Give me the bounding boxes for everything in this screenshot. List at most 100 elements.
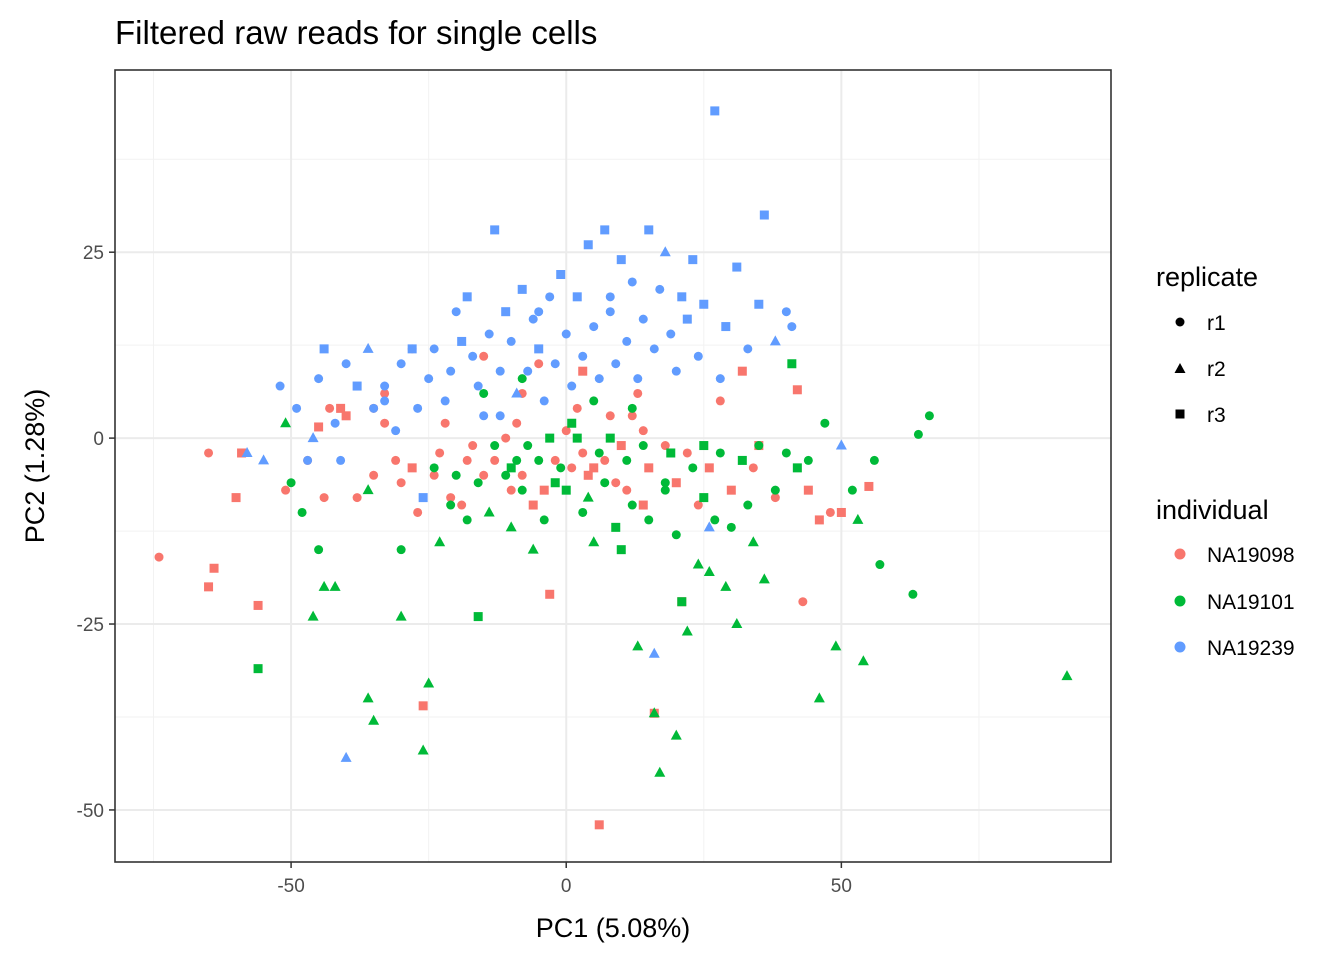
point-na19101-r2 [280, 417, 292, 428]
point-na19101-r1 [875, 560, 885, 570]
point-na19101-r2 [318, 580, 330, 591]
point-na19239-r1 [666, 329, 676, 339]
point-na19098-r3 [237, 448, 247, 458]
point-na19101-r2 [731, 618, 743, 629]
point-na19101-r2 [747, 536, 759, 547]
point-na19239-r1 [380, 396, 390, 406]
plot-border [114, 69, 1112, 863]
point-na19098-r1 [572, 403, 582, 413]
point-na19101-r1 [638, 441, 648, 451]
point-na19239-r1 [627, 277, 637, 287]
point-na19101-r2 [632, 640, 644, 651]
point-na19098-r1 [154, 552, 164, 562]
point-na19239-r1 [528, 314, 538, 324]
point-na19098-r1 [748, 463, 758, 473]
point-na19239-r1 [638, 314, 648, 324]
point-na19239-r2 [648, 647, 660, 658]
point-na19101-r2 [758, 573, 770, 584]
point-na19098-r1 [534, 359, 544, 369]
point-na19239-r1 [341, 359, 351, 369]
point-na19098-r1 [660, 441, 670, 451]
point-na19101-r2 [703, 565, 715, 576]
point-na19098-r1 [281, 485, 291, 495]
point-na19239-r3 [759, 210, 769, 220]
point-na19098-r1 [633, 388, 643, 398]
point-na19098-r1 [517, 470, 527, 480]
point-na19098-r3 [528, 500, 538, 510]
point-na19239-r1 [303, 455, 313, 465]
point-na19101-r1 [820, 418, 830, 428]
y-tick-label: -25 [77, 615, 104, 636]
point-na19239-r1 [451, 307, 461, 317]
point-na19101-r3 [605, 433, 615, 443]
point-na19098-r1 [352, 493, 362, 503]
point-na19101-r3 [506, 463, 516, 473]
point-na19101-r2 [362, 484, 374, 495]
point-na19239-r1 [330, 418, 340, 428]
point-na19098-r3 [864, 481, 874, 491]
point-na19101-r3 [616, 545, 626, 555]
point-na19098-r3 [545, 589, 555, 599]
point-na19098-r1 [391, 455, 401, 465]
point-na19239-r3 [644, 225, 654, 235]
x-tick-label: 50 [831, 876, 852, 897]
point-na19101-r2 [1061, 670, 1073, 681]
point-na19239-r1 [561, 329, 571, 339]
point-na19101-r3 [699, 441, 709, 451]
point-na19101-r1 [803, 455, 813, 465]
point-na19101-r3 [550, 478, 560, 488]
point-na19098-r1 [770, 493, 780, 503]
point-na19101-r1 [297, 507, 307, 517]
point-na19098-r3 [407, 463, 417, 473]
y-tick-label: 0 [93, 429, 104, 450]
point-na19239-r2 [511, 387, 523, 398]
point-na19101-r2 [852, 513, 864, 524]
point-na19239-r3 [677, 292, 687, 302]
point-na19098-r1 [561, 426, 571, 436]
point-na19239-r2 [835, 439, 847, 450]
point-na19101-r1 [627, 403, 637, 413]
point-na19101-r1 [908, 589, 918, 599]
y-tick-label: 25 [83, 243, 104, 264]
legend-individual: individual NA19098 NA19101 NA19239 [1156, 495, 1295, 660]
point-na19239-r1 [539, 396, 549, 406]
point-na19098-r1 [506, 485, 516, 495]
point-na19098-r1 [429, 470, 439, 480]
legend-label-na19098: NA19098 [1207, 544, 1295, 567]
point-na19098-r3 [704, 463, 714, 473]
point-na19098-r3 [792, 385, 802, 395]
legend-key-na19098 [1174, 548, 1186, 560]
point-na19101-r1 [644, 515, 654, 525]
x-axis-title: PC1 (5.08%) [536, 913, 691, 943]
point-na19101-r1 [314, 545, 324, 555]
point-na19101-r3 [572, 433, 582, 443]
point-na19098-r1 [479, 470, 489, 480]
point-na19098-r1 [369, 470, 379, 480]
point-na19098-r3 [671, 478, 681, 488]
point-na19239-r2 [769, 335, 781, 346]
point-na19239-r1 [622, 336, 632, 346]
legend-label-r1: r1 [1207, 312, 1226, 335]
point-na19101-r1 [589, 396, 599, 406]
point-na19239-r3 [688, 255, 698, 265]
chart-title: Filtered raw reads for single cells [115, 14, 597, 51]
point-na19239-r2 [241, 446, 253, 457]
legend-key-na19239 [1174, 641, 1186, 653]
point-na19239-r3 [501, 307, 511, 317]
point-na19098-r1 [319, 493, 329, 503]
point-na19098-r3 [231, 493, 241, 503]
point-na19098-r3 [644, 463, 654, 473]
legend-label-na19239: NA19239 [1207, 637, 1295, 660]
point-na19098-r3 [314, 422, 324, 432]
point-na19098-r3 [589, 463, 599, 473]
point-na19239-r2 [362, 342, 374, 353]
point-na19101-r1 [781, 448, 791, 458]
y-axis-title: PC2 (1.28%) [20, 389, 50, 544]
point-na19098-r3 [616, 441, 626, 451]
point-na19101-r2 [362, 692, 374, 703]
point-na19098-r1 [501, 433, 511, 443]
point-na19098-r3 [726, 485, 736, 495]
point-na19098-r1 [627, 411, 637, 421]
point-na19098-r1 [435, 448, 445, 458]
